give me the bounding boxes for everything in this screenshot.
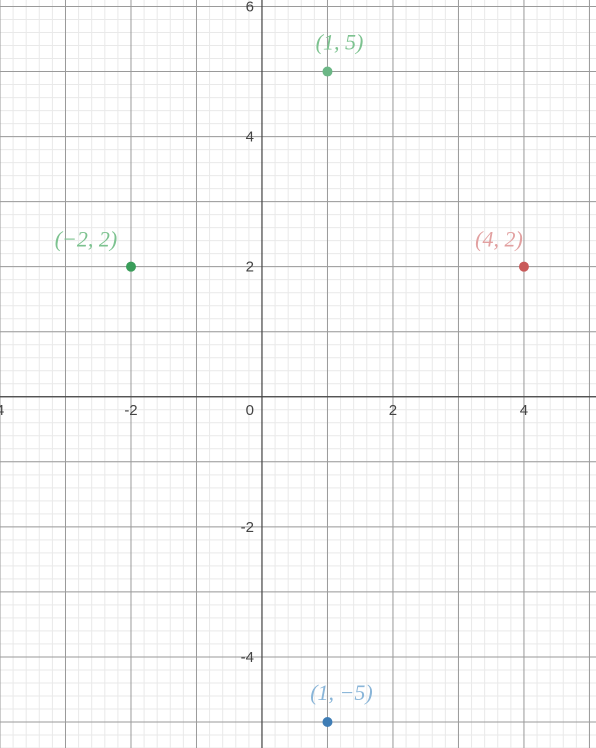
data-point [322,67,332,77]
point-label: (−2, 2) [55,227,118,252]
coordinate-plane-chart: 0 4 -2 2 4 -4 -2 2 4 6 (−2, 2) (1, 5) (4, 2) (1, −5) [0,0,596,748]
point-label: (1, 5) [316,30,364,55]
data-point [126,262,136,272]
point-label: (4, 2) [475,227,523,252]
x-tick-label: -2 [124,402,137,419]
y-tick-label: -4 [241,649,254,666]
data-point [322,717,332,727]
chart-svg: 0 4 -2 2 4 -4 -2 2 4 6 (−2, 2) (1, 5) (4, 2) (1, −5) [0,0,596,748]
y-tick-label: 6 [246,0,254,16]
x-tick-label: 4 [520,402,528,419]
y-tick-label: 2 [246,259,254,276]
data-point [519,262,529,272]
point-label: (1, −5) [310,680,373,705]
origin-label: 0 [246,402,254,419]
x-tick-label: 2 [389,402,397,419]
x-tick-label: 4 [0,402,4,419]
y-tick-label: 4 [246,129,254,146]
y-tick-label: -2 [241,519,254,536]
